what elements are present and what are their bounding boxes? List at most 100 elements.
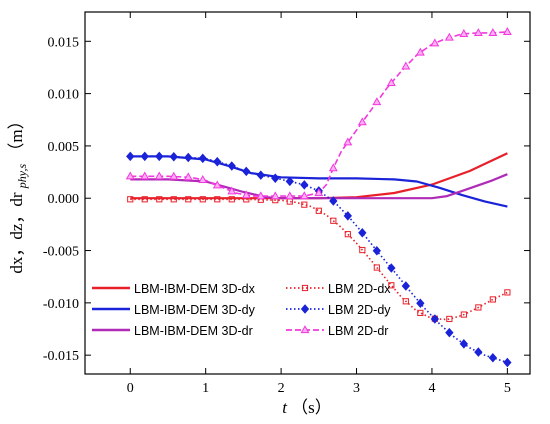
legend-entry: LBM 2D-dx [286,282,391,296]
x-axis-var: t [282,398,288,417]
axis-ticks: 0 1 2 3 4 5 -0.015 -0.010 -0.005 0.000 0.005 0.010 0… [43,12,530,396]
data-point [357,117,367,126]
data-point [372,246,381,256]
data-point [401,61,411,70]
data-point [256,191,266,200]
data-point [300,180,309,190]
data-point [475,304,482,311]
data-point [228,196,235,203]
data-point [242,166,251,177]
data-point [473,28,483,37]
series-lbm-ibm-dem-3d-dy [130,155,508,208]
data-point [359,246,366,254]
x-tick-label: 3 [353,381,360,396]
data-point [227,161,236,171]
data-point [416,298,425,309]
legend-label: LBM-IBM-DEM 3D-dy [134,303,256,317]
series-layer [125,27,512,368]
y-axis-main: dx，dz，dr [7,192,26,274]
y-axis-title: dx，dz，dr phy,s （m） [7,112,30,273]
y-axis-unit: （m） [7,112,26,159]
data-point [300,304,310,314]
data-point [256,170,265,180]
data-point [430,38,440,47]
legend-entry: LBM-IBM-DEM 3D-dx [92,282,256,296]
y-tick-label: -0.015 [43,349,79,364]
data-point [504,289,511,296]
data-point [372,97,382,106]
data-point [387,263,396,273]
x-tick-label: 4 [428,381,435,396]
x-axis-title: t （s） [282,398,332,417]
data-point [502,27,512,35]
data-point [328,163,338,172]
data-point [140,151,149,162]
plot-frame [84,11,531,375]
data-point [430,314,440,324]
legend-label: LBM 2D-dr [328,324,388,338]
series-lbm-2d-dy [126,151,512,368]
data-point [417,309,424,317]
series-line [130,198,508,321]
data-point [445,327,454,338]
data-point [155,151,164,162]
data-point [126,151,135,162]
x-tick-label: 1 [202,381,209,396]
series-lbm-2d-dr [125,27,512,200]
y-tick-label: 0.000 [48,192,80,207]
data-point [488,353,498,363]
data-point [285,176,294,187]
y-tick-label: -0.005 [43,245,79,260]
x-tick-label: 0 [127,381,134,396]
data-point [446,315,453,323]
data-point [185,196,192,203]
data-point [503,357,512,368]
legend-entry: LBM 2D-dr [286,324,388,338]
data-point [241,190,251,199]
data-point [198,175,208,183]
data-point [170,196,177,203]
data-point [343,211,352,221]
series-line [130,31,508,197]
data-point [402,298,409,305]
data-point [271,173,280,183]
data-point [301,284,309,292]
data-point [125,171,135,180]
data-point [415,47,425,56]
data-point [474,347,483,357]
data-point [154,171,164,180]
data-point [285,191,295,200]
data-point [459,339,469,349]
data-point [183,172,193,181]
data-point [329,196,338,206]
legend-label: LBM 2D-dx [328,282,391,296]
data-point [343,137,353,146]
data-point [214,196,221,203]
data-point [270,191,280,200]
legend-entry: LBM-IBM-DEM 3D-dr [92,324,253,338]
y-tick-label: 0.010 [48,88,80,103]
x-tick-label: 5 [504,381,511,396]
y-tick-label: 0.015 [48,35,80,50]
series-line [130,155,508,364]
y-axis-sub: phy,s [15,164,29,190]
data-point [488,28,498,36]
legend-label: LBM-IBM-DEM 3D-dr [134,324,253,338]
data-point [198,153,207,164]
data-point [315,207,322,214]
data-point [459,29,469,37]
x-tick-label: 2 [278,381,285,396]
data-point [330,217,337,224]
x-axis-unit: （s） [291,398,332,417]
legend-label: LBM 2D-dy [328,303,391,317]
data-point [199,196,206,203]
data-point [373,264,380,271]
y-tick-label: 0.005 [48,140,80,155]
data-point [386,78,396,87]
series-lbm-ibm-dem-3d-dr [130,173,508,200]
data-point [169,171,179,180]
data-point [184,152,193,163]
data-point [140,171,150,180]
data-point [299,191,309,200]
data-point [156,196,163,203]
